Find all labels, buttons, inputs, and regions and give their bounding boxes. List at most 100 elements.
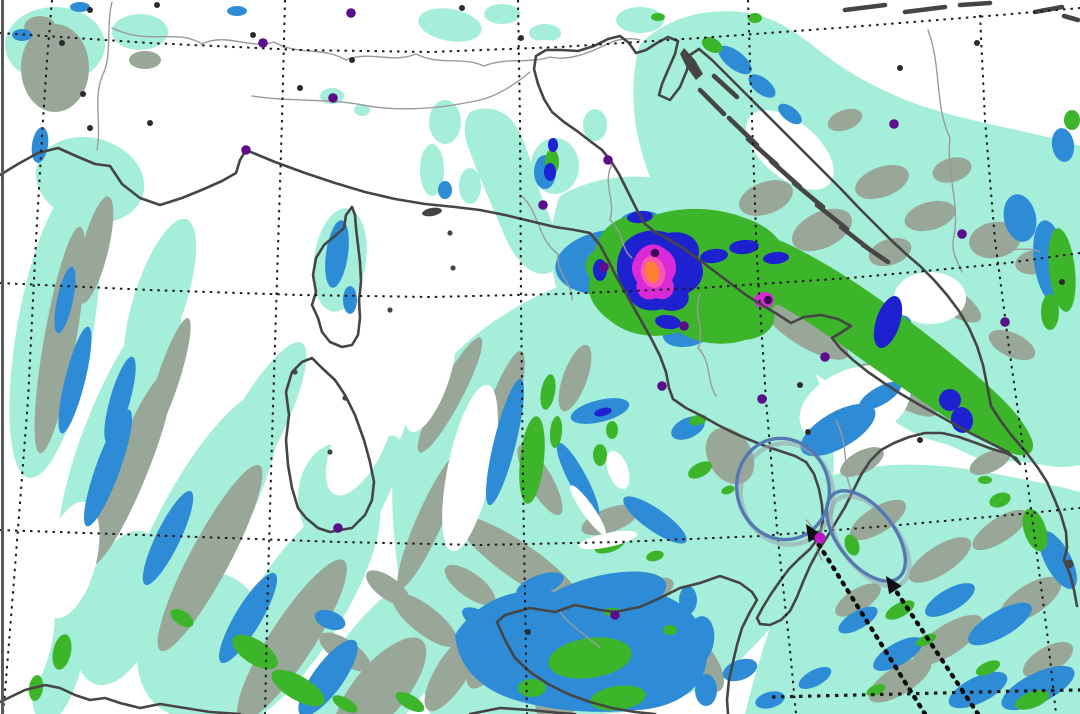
dry-gap — [894, 272, 966, 324]
precip-light-streak — [760, 598, 780, 622]
city-dot — [957, 229, 967, 239]
precip-heavy-streak — [1048, 228, 1076, 312]
precip-heavy-streak — [688, 461, 712, 479]
island-corfu — [1064, 559, 1074, 569]
precip-heavy-streak — [395, 691, 425, 713]
precip-moderate-streak — [623, 496, 687, 544]
precip-moderate-streak — [70, 2, 90, 12]
precip-moderate-streak — [968, 602, 1032, 646]
precip-moderate-streak — [533, 571, 667, 629]
precip-light-streak — [420, 144, 444, 196]
city-dot — [603, 155, 613, 165]
island-elba — [422, 207, 442, 217]
precip-light-streak — [630, 405, 690, 455]
annotation-highlight-dot — [814, 532, 826, 544]
spiral-gap — [578, 530, 638, 550]
islet-dot — [387, 307, 393, 313]
precip-heavy-streak — [540, 374, 556, 410]
precip-sage-streak — [855, 164, 909, 200]
precip-moderate-streak — [12, 29, 32, 41]
town-dot — [1059, 279, 1065, 285]
precip-moderate-streak — [54, 266, 76, 334]
precip-sage-streak — [913, 614, 983, 666]
city-dot — [757, 394, 767, 404]
precip-sage-streak — [417, 337, 483, 453]
precip-sage-streak — [558, 344, 592, 412]
precip-moderate-streak — [314, 609, 346, 631]
city-markers — [59, 2, 1065, 635]
precip-light-streak — [685, 540, 715, 580]
dry-gap — [746, 110, 834, 190]
city-dot — [241, 145, 251, 155]
precip-heavy-streak — [170, 608, 194, 628]
precip-sage-streak — [840, 447, 884, 477]
coastline-balkans — [697, 47, 1079, 608]
town-dot — [147, 120, 153, 126]
precip-moderate-streak — [438, 181, 452, 199]
precip-sage-streak — [972, 509, 1028, 551]
town-dot — [974, 40, 980, 46]
precip-heavy-streak — [1014, 690, 1050, 710]
precip-moderate-streak — [755, 691, 785, 709]
town-dot — [250, 32, 256, 38]
town-dot — [797, 382, 803, 388]
precip-heavy-streak — [271, 669, 325, 707]
coastline-corsica — [310, 205, 363, 349]
precip-light-streak — [123, 218, 197, 382]
precip-sage-streak — [365, 570, 411, 606]
precip-heavy-streak — [844, 534, 860, 556]
precip-moderate-streak — [718, 45, 752, 75]
precip-sage-streak — [76, 196, 114, 304]
dry-gap — [442, 384, 498, 552]
precip-sage-streak — [835, 583, 881, 617]
precip-sage-streak — [129, 51, 161, 69]
precip-intense-blob — [544, 163, 556, 181]
precip-intense-blob — [700, 248, 728, 264]
precip-core-orange — [644, 261, 660, 283]
precip-sage-streak — [333, 637, 427, 714]
precip-sage-streak — [739, 180, 793, 216]
town-dot — [917, 437, 923, 443]
precip-moderate-streak — [1051, 128, 1075, 162]
cyclone-spiral-gaps — [570, 450, 638, 550]
city-dot — [820, 352, 830, 362]
city-dot — [889, 119, 899, 129]
town-dot — [459, 5, 465, 11]
precip-heavy-streak — [518, 679, 546, 697]
precip-heavy-streak — [519, 416, 545, 504]
precip-intense-blob — [873, 296, 903, 348]
dry-gap — [5, 581, 55, 699]
precip-light-streak — [529, 24, 561, 42]
graticule-meridian — [979, 14, 1057, 714]
spiral-gap — [570, 485, 606, 535]
islet-dot — [447, 230, 453, 236]
coastline-sicily — [495, 574, 759, 714]
town-dot — [525, 629, 531, 635]
town-dot — [297, 85, 303, 91]
annotation-ellipse-2 — [824, 489, 908, 583]
precip-moderate-streak — [142, 490, 194, 586]
precip-core-orange — [644, 261, 660, 283]
annotation-arrow-2-line — [893, 587, 981, 714]
precip-sage-streak — [932, 157, 972, 183]
precip-light-streak — [616, 7, 664, 33]
precip-moderate-streak — [462, 607, 498, 633]
city-dot — [346, 8, 356, 18]
precip-moderate-streak — [485, 378, 525, 506]
graticule-meridian — [264, 0, 286, 714]
annotation-arrow-1-head — [806, 524, 822, 543]
islet-dot — [450, 265, 456, 271]
precip-moderate-streak — [325, 220, 349, 288]
precip-light-streak — [484, 4, 520, 24]
precip-intense-blob — [548, 138, 558, 152]
town-dot — [897, 65, 903, 71]
town-dot — [59, 40, 65, 46]
annotation-ellipse-1-shadow — [738, 441, 836, 547]
annotation-ellipse-1 — [734, 436, 832, 542]
precip-light-streak — [418, 8, 482, 42]
precip-light-streak — [459, 168, 481, 204]
precip-heavy-streak — [1064, 110, 1080, 130]
town-dot — [80, 91, 86, 97]
precip-heavy-streak — [646, 550, 664, 562]
dry-gap — [850, 40, 930, 80]
